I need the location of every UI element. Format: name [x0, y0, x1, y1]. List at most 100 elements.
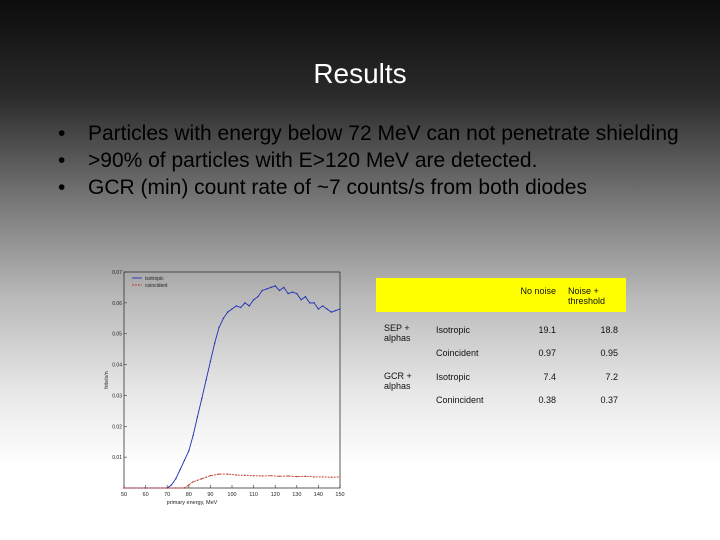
x-tick-label: 120 — [271, 492, 280, 498]
data-point-isotropic — [326, 308, 328, 310]
x-tick-label: 80 — [186, 492, 192, 498]
data-point-isotropic — [313, 302, 315, 304]
data-point-isotropic — [196, 416, 199, 418]
bullet-text: Particles with energy below 72 MeV can n… — [88, 122, 679, 145]
x-tick-label: 130 — [292, 492, 301, 498]
data-point-coincident — [123, 487, 125, 489]
cell-noise-threshold: 7.2 — [605, 372, 618, 382]
cell-no-noise: 7.4 — [543, 372, 556, 382]
bullet-list: • Particles with energy below 72 MeV can… — [58, 120, 698, 201]
bullet-text: GCR (min) count rate of ~7 counts/s from… — [88, 176, 587, 199]
data-point-isotropic — [330, 311, 333, 313]
cell-no-noise: 0.97 — [538, 348, 556, 358]
cell-no-noise: 0.38 — [538, 395, 556, 405]
column-header-no-noise: No noise — [520, 286, 556, 296]
data-point-coincident — [330, 476, 333, 478]
data-point-coincident — [196, 479, 199, 481]
data-point-isotropic — [283, 286, 285, 289]
data-point-isotropic — [296, 292, 298, 295]
x-tick-label: 90 — [207, 492, 213, 498]
slide-title: Results — [313, 58, 407, 89]
data-point-coincident — [183, 487, 186, 489]
bullet-text: >90% of particles with E>120 MeV are det… — [88, 149, 538, 172]
energy-response-chart: 50 60 70 80 90 100 110 120 130 140 150 0.01 0.02 0.03… — [100, 266, 352, 508]
data-point-isotropic — [265, 288, 268, 290]
data-point-coincident — [304, 475, 307, 477]
data-point-isotropic — [214, 342, 216, 344]
data-point-coincident — [175, 487, 177, 489]
x-axis-label: primary energy, MeV — [167, 500, 218, 506]
x-tick-label: 50 — [121, 492, 127, 498]
data-point-isotropic — [261, 289, 263, 292]
data-point-isotropic — [222, 317, 225, 319]
bullet-item: • Particles with energy below 72 MeV can… — [58, 120, 698, 147]
table-header-band — [376, 278, 626, 312]
cell-noise-threshold: 0.37 — [600, 395, 618, 405]
data-point-isotropic — [274, 285, 276, 287]
cell-noise-threshold: 18.8 — [600, 325, 618, 335]
row-group-label: SEP + alphas — [384, 323, 411, 343]
data-point-isotropic — [179, 468, 181, 471]
data-point-isotropic — [192, 434, 194, 437]
x-tick-label: 100 — [227, 492, 236, 498]
x-tick-label: 60 — [143, 492, 149, 498]
data-point-coincident — [188, 484, 190, 486]
y-tick-label: 0.04 — [112, 363, 122, 369]
legend-label-isotropic: isotropic — [145, 276, 164, 282]
data-point-isotropic — [309, 302, 311, 304]
row-type-label: Coincident — [436, 348, 479, 358]
data-point-coincident — [313, 476, 315, 478]
data-point-isotropic — [317, 308, 320, 310]
data-point-isotropic — [270, 286, 272, 289]
bullet-item: • GCR (min) count rate of ~7 counts/s fr… — [58, 174, 698, 201]
data-point-coincident — [218, 473, 220, 475]
data-point-coincident — [339, 476, 341, 478]
y-axis-label: hits/s/n — [104, 371, 110, 388]
series-line-coincident — [124, 473, 341, 489]
data-point-isotropic — [257, 295, 259, 298]
data-point-coincident — [235, 474, 238, 476]
data-point-isotropic — [252, 299, 255, 301]
data-point-isotropic — [244, 302, 246, 304]
row-type-label: Isotropic — [436, 372, 471, 382]
x-tick-label: 70 — [164, 492, 170, 498]
chart-svg: 50 60 70 80 90 100 110 120 130 140 150 0.01 0.02 0.03… — [104, 270, 345, 506]
data-point-isotropic — [334, 309, 337, 312]
count-rate-table: No noise Noise + threshold SEP + alphas … — [376, 278, 626, 440]
data-point-isotropic — [209, 360, 212, 363]
data-point-isotropic — [218, 326, 220, 329]
data-point-isotropic — [175, 478, 177, 480]
cell-no-noise: 19.1 — [538, 325, 556, 335]
data-point-isotropic — [201, 397, 203, 400]
bullet-item: • >90% of particles with E>120 MeV are d… — [58, 147, 698, 174]
data-point-coincident — [209, 474, 212, 477]
y-tick-label: 0.03 — [112, 393, 122, 399]
data-point-isotropic — [188, 450, 190, 452]
data-point-isotropic — [226, 311, 229, 313]
legend-label-coincident: coincident — [145, 283, 168, 289]
bullet-icon: • — [58, 122, 66, 145]
row-type-label: Isotropic — [436, 325, 471, 335]
data-point-isotropic — [231, 308, 233, 310]
y-tick-label: 0.02 — [112, 424, 122, 430]
data-point-coincident — [205, 476, 207, 478]
data-point-coincident — [322, 476, 324, 478]
data-point-isotropic — [278, 289, 281, 292]
data-point-coincident — [226, 473, 229, 475]
series-line-isotropic — [124, 285, 341, 489]
data-point-coincident — [287, 475, 289, 477]
data-point-isotropic — [291, 291, 294, 293]
data-point-coincident — [192, 481, 194, 483]
data-point-isotropic — [248, 305, 250, 307]
bullet-icon: • — [58, 176, 66, 199]
y-tick-label: 0.06 — [112, 301, 122, 307]
row-group-label: GCR + alphas — [384, 371, 412, 391]
data-point-isotropic — [287, 292, 289, 295]
x-tick-label: 110 — [249, 492, 258, 498]
data-point-coincident — [270, 474, 272, 477]
data-point-coincident — [166, 487, 168, 489]
bullet-icon: • — [58, 149, 66, 172]
cell-noise-threshold: 0.95 — [600, 348, 618, 358]
y-tick-label: 0.07 — [112, 270, 122, 276]
data-point-isotropic — [339, 308, 341, 310]
